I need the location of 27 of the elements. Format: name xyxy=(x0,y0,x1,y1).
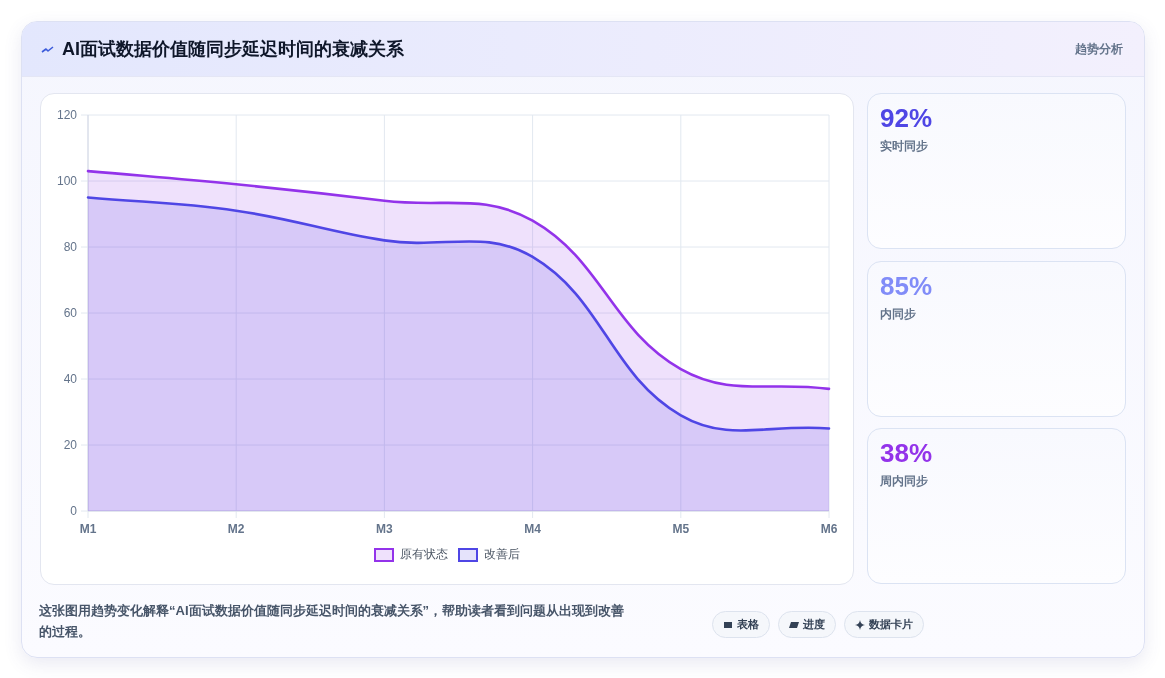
text: 实时同步 xyxy=(880,138,928,155)
legend-label: 原有状态 xyxy=(400,546,448,563)
y-tick-label: 100 xyxy=(56,174,78,188)
x-tick-label: M4 xyxy=(524,522,542,536)
x-tick-label: M2 xyxy=(227,522,245,536)
text: 进度 xyxy=(803,617,825,632)
y-tick-label: 80 xyxy=(63,240,78,254)
y-tick-label: 20 xyxy=(63,438,78,452)
y-tick-label: 40 xyxy=(63,372,78,386)
text: 内同步 xyxy=(880,305,916,323)
text: 趋势分析 xyxy=(1075,41,1123,58)
text: 38% xyxy=(880,438,933,469)
y-tick-label: 60 xyxy=(63,306,78,320)
text: 周内同步 xyxy=(880,473,928,490)
x-tick-label: M6 xyxy=(820,522,838,536)
chart-title: AI面试数据价值随同步延迟时间的衰减关系 xyxy=(62,38,404,61)
y-tick-label: 120 xyxy=(56,108,78,122)
text: 85% xyxy=(880,270,933,302)
text: 表格 xyxy=(737,617,759,632)
text: 92% xyxy=(880,103,933,134)
x-tick-label: M1 xyxy=(79,522,97,536)
x-tick-label: M5 xyxy=(672,522,690,536)
text: 这张图用趋势变化解释“AI面试数据价值随同步延迟时间的衰减关系”，帮助读者看到问题从出现到改善的过程。 xyxy=(39,602,625,641)
legend-label: 改善后 xyxy=(484,546,520,563)
text: 数据卡片 xyxy=(869,617,913,632)
y-tick-label: 0 xyxy=(70,504,78,518)
x-tick-label: M3 xyxy=(376,522,394,536)
